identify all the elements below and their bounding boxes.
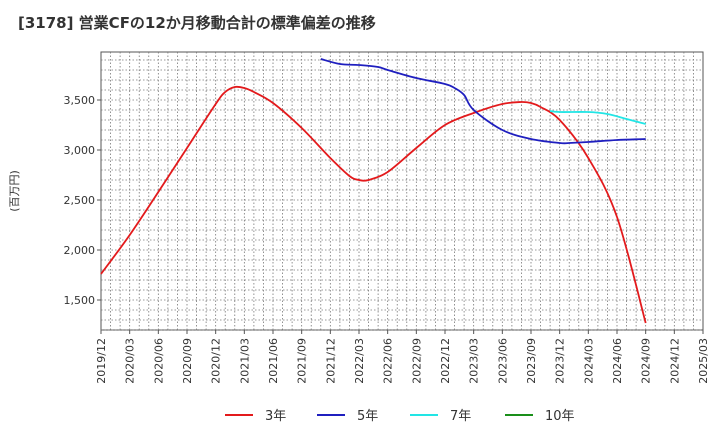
series-line-3 — [549, 110, 646, 125]
x-tick-label: 2021/12 — [324, 338, 337, 384]
x-tick-label: 2023/06 — [496, 338, 509, 384]
x-tick-label: 2021/03 — [238, 338, 251, 384]
y-tick-label: 2,000 — [64, 244, 96, 257]
legend-label-4: 10年 — [545, 409, 575, 424]
y-tick-label: 1,500 — [64, 294, 96, 307]
x-tick-label: 2023/03 — [468, 338, 481, 384]
legend-label-2: 5年 — [357, 409, 378, 424]
x-tick-label: 2020/09 — [181, 338, 194, 384]
x-tick-label: 2021/06 — [267, 338, 280, 384]
x-tick-label: 2025/03 — [697, 338, 710, 384]
x-tick-label: 2024/09 — [640, 338, 653, 384]
chart-title: [3178] 営業CFの12か月移動合計の標準偏差の推移 — [18, 14, 376, 32]
series-line-2 — [320, 58, 646, 145]
y-tick-label: 3,500 — [64, 94, 96, 107]
x-tick-label: 2024/03 — [582, 338, 595, 384]
x-tick-label: 2023/12 — [554, 338, 567, 384]
x-tick-label: 2020/06 — [152, 338, 165, 384]
plot-area — [100, 51, 704, 331]
y-tick-label: 2,500 — [64, 194, 96, 207]
x-tick-label: 2022/03 — [353, 338, 366, 384]
x-tick-label: 2020/12 — [210, 338, 223, 384]
x-tick-label: 2023/09 — [525, 338, 538, 384]
y-axis-label: (百万円) — [8, 170, 21, 212]
x-tick-label: 2022/09 — [410, 338, 423, 384]
x-tick-label: 2022/12 — [439, 338, 452, 384]
x-tick-label: 2024/12 — [668, 338, 681, 384]
x-tick-label: 2021/09 — [296, 338, 309, 384]
x-tick-label: 2020/03 — [124, 338, 137, 384]
y-tick-label: 3,000 — [64, 144, 96, 157]
x-tick-label: 2019/12 — [95, 338, 108, 384]
x-tick-label: 2022/06 — [382, 338, 395, 384]
x-tick-label: 2024/06 — [611, 338, 624, 384]
legend-label-3: 7年 — [450, 409, 471, 424]
legend-label-1: 3年 — [265, 409, 286, 424]
series-line-1 — [100, 85, 647, 324]
